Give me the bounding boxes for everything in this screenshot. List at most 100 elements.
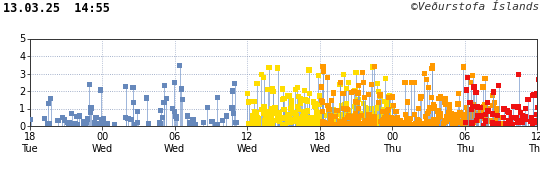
- Point: [274, 115, 282, 118]
- Point: [281, 123, 289, 126]
- Point: [336, 83, 345, 86]
- Point: [401, 81, 409, 84]
- Point: [494, 108, 502, 110]
- Point: [339, 107, 348, 110]
- Point: [301, 110, 310, 113]
- Point: [395, 120, 403, 123]
- Point: [160, 84, 168, 87]
- Point: [266, 110, 275, 113]
- Point: [489, 104, 498, 107]
- Point: [370, 112, 379, 115]
- Point: [322, 121, 330, 124]
- Point: [534, 94, 540, 97]
- Point: [266, 124, 274, 127]
- Point: [218, 119, 227, 122]
- Point: [40, 117, 49, 120]
- Point: [328, 123, 336, 126]
- Point: [319, 123, 327, 126]
- Point: [129, 86, 137, 89]
- Point: [287, 99, 295, 102]
- Point: [477, 111, 485, 114]
- Point: [354, 91, 362, 94]
- Point: [421, 115, 430, 118]
- Point: [314, 118, 323, 121]
- Point: [481, 117, 489, 119]
- Point: [505, 119, 514, 122]
- Point: [473, 117, 482, 120]
- Point: [361, 122, 369, 124]
- Point: [505, 111, 514, 114]
- Point: [503, 110, 512, 113]
- Point: [477, 114, 485, 117]
- Point: [305, 124, 314, 127]
- Point: [352, 71, 360, 74]
- Point: [368, 120, 376, 123]
- Point: [361, 120, 369, 122]
- Point: [156, 109, 165, 112]
- Point: [265, 66, 273, 69]
- Point: [58, 116, 67, 119]
- Point: [315, 115, 323, 118]
- Point: [356, 113, 364, 116]
- Point: [81, 122, 90, 125]
- Point: [273, 67, 282, 69]
- Point: [380, 117, 388, 120]
- Point: [378, 109, 387, 111]
- Point: [433, 120, 442, 123]
- Point: [357, 114, 366, 117]
- Point: [293, 86, 302, 89]
- Point: [90, 122, 99, 124]
- Point: [384, 116, 393, 119]
- Point: [448, 123, 457, 126]
- Point: [222, 114, 231, 117]
- Point: [246, 122, 255, 125]
- Point: [403, 101, 412, 103]
- Point: [459, 117, 468, 120]
- Point: [420, 72, 429, 75]
- Point: [528, 123, 536, 126]
- Point: [473, 119, 482, 122]
- Point: [332, 115, 340, 118]
- Point: [183, 115, 192, 117]
- Point: [361, 113, 370, 116]
- Point: [485, 119, 494, 122]
- Point: [379, 124, 387, 127]
- Point: [371, 119, 380, 122]
- Point: [420, 122, 428, 125]
- Point: [278, 117, 286, 119]
- Point: [428, 64, 437, 67]
- Point: [97, 89, 105, 91]
- Point: [406, 123, 414, 126]
- Point: [329, 108, 338, 111]
- Point: [410, 113, 418, 116]
- Point: [305, 69, 313, 71]
- Point: [370, 118, 379, 121]
- Point: [360, 96, 369, 99]
- Point: [294, 108, 303, 111]
- Point: [469, 74, 477, 77]
- Point: [257, 73, 266, 76]
- Point: [489, 123, 497, 126]
- Point: [396, 122, 405, 125]
- Point: [320, 123, 329, 126]
- Point: [172, 117, 181, 120]
- Point: [251, 119, 260, 122]
- Point: [361, 106, 370, 109]
- Point: [411, 122, 420, 125]
- Point: [481, 121, 490, 124]
- Point: [267, 117, 276, 120]
- Point: [286, 107, 295, 110]
- Point: [365, 124, 374, 127]
- Point: [482, 124, 490, 127]
- Point: [381, 114, 389, 117]
- Point: [185, 122, 194, 124]
- Point: [422, 120, 431, 123]
- Point: [275, 120, 284, 122]
- Point: [427, 106, 435, 109]
- Point: [370, 124, 379, 127]
- Point: [79, 120, 88, 123]
- Point: [356, 114, 364, 116]
- Point: [512, 117, 521, 119]
- Point: [310, 118, 319, 121]
- Point: [323, 76, 332, 79]
